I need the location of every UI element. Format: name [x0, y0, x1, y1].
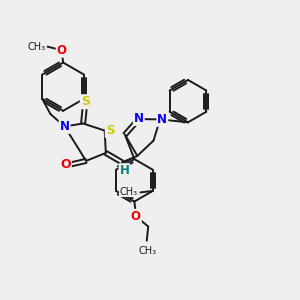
Text: CH₃: CH₃ — [138, 246, 156, 256]
Text: N: N — [134, 112, 144, 125]
Text: O: O — [60, 158, 71, 171]
Text: CH₃: CH₃ — [27, 42, 45, 52]
Text: CH₃: CH₃ — [119, 188, 137, 197]
Text: N: N — [60, 120, 70, 133]
Text: H: H — [119, 164, 129, 177]
Text: N: N — [158, 113, 167, 126]
Text: S: S — [81, 95, 90, 108]
Text: O: O — [57, 44, 67, 57]
Text: S: S — [106, 124, 114, 137]
Text: O: O — [131, 210, 141, 223]
